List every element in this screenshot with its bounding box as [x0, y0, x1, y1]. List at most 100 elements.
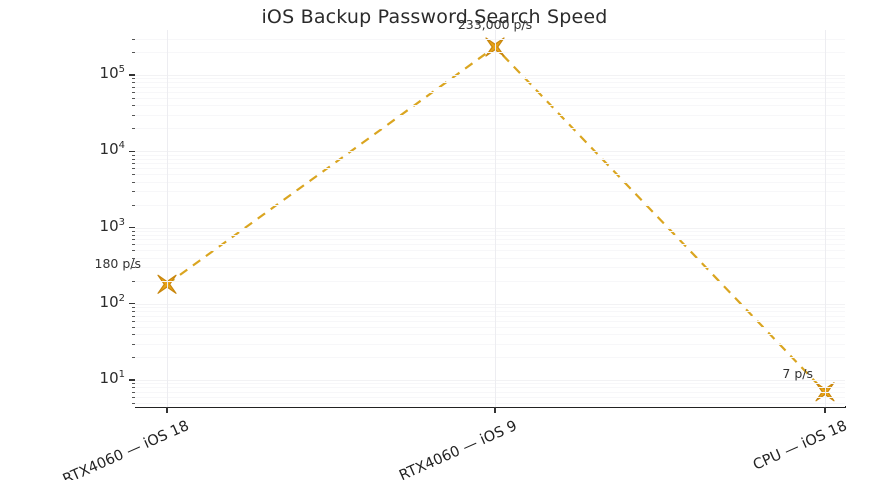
gridline-horizontal-minor [135, 307, 845, 309]
y-tick-mark-minor [131, 244, 135, 246]
y-tick-mark-minor [131, 163, 135, 165]
y-tick-label: 101 [99, 369, 125, 387]
gridline-horizontal-minor [135, 52, 845, 54]
y-tick-mark [129, 379, 135, 381]
y-tick-mark-minor [131, 234, 135, 236]
gridline-horizontal [135, 151, 845, 153]
y-tick-label: 103 [99, 216, 125, 235]
gridline-horizontal [135, 380, 845, 381]
gridline-horizontal-minor [135, 191, 845, 193]
gridline-horizontal-minor [135, 315, 845, 317]
gridline-horizontal-minor [135, 163, 845, 165]
y-tick-label: 104 [99, 140, 125, 159]
y-tick-mark-minor [131, 38, 135, 40]
y-tick-mark-minor [131, 105, 135, 107]
gridline-horizontal-minor [135, 82, 845, 84]
y-tick-mark [129, 74, 135, 76]
chart-title: iOS Backup Password Search Speed [261, 6, 608, 28]
gridline-horizontal-minor [135, 244, 845, 246]
gridline-horizontal [135, 75, 845, 76]
y-tick-mark-minor [131, 168, 135, 170]
y-tick-mark-minor [131, 402, 135, 404]
gridline-horizontal-minor [135, 391, 845, 393]
y-tick-mark-minor [131, 239, 135, 241]
gridline-horizontal-minor [135, 387, 845, 389]
y-tick-mark-minor [131, 320, 135, 322]
x-tick-mark [494, 407, 496, 413]
y-tick-mark [129, 226, 135, 229]
data-point-label: 180 p/s [94, 256, 142, 272]
gridline-horizontal-minor [135, 280, 845, 282]
gridline-horizontal-minor [135, 97, 845, 99]
gridline-horizontal-minor [135, 128, 845, 130]
y-tick-mark-minor [131, 391, 135, 393]
gridline-horizontal-minor [135, 91, 845, 93]
x-tick-label: RTX4060 — iOS 9 [397, 418, 520, 480]
gridline-horizontal-minor [135, 267, 845, 269]
y-tick-mark-minor [131, 343, 135, 345]
y-tick-mark-minor [131, 396, 135, 398]
y-tick-mark-minor [131, 250, 135, 252]
y-tick-mark-minor [131, 307, 135, 309]
y-tick-mark-minor [131, 280, 135, 282]
plot-area [129, 30, 845, 413]
gridline-horizontal-minor [135, 158, 845, 160]
gridline-horizontal-minor [135, 383, 845, 385]
y-tick-mark-minor [131, 114, 135, 116]
y-tick-mark [129, 303, 135, 305]
y-tick-mark [129, 150, 135, 152]
y-tick-mark-minor [131, 86, 135, 88]
y-tick-mark-minor [131, 158, 135, 160]
gridline-horizontal-minor [135, 320, 845, 322]
gridline-horizontal-minor [135, 402, 845, 404]
gridline-horizontal-minor [135, 38, 845, 40]
y-tick-mark-minor [131, 154, 135, 156]
y-tick-mark-minor [131, 52, 135, 54]
y-tick-mark-minor [131, 357, 135, 359]
x-tick-mark [824, 407, 826, 413]
data-point-label: 233,000 p/s [457, 16, 533, 32]
gridline-horizontal-minor [135, 86, 845, 88]
gridline-horizontal-minor [135, 105, 845, 107]
gridline-horizontal-minor [135, 326, 845, 328]
gridline-horizontal-minor [135, 168, 845, 170]
gridline-horizontal-minor [135, 239, 845, 241]
data-point-label: 7 p/s [782, 365, 813, 381]
y-tick-mark-minor [131, 230, 135, 232]
y-tick-mark-minor [131, 334, 135, 336]
gridline-horizontal-minor [135, 154, 845, 156]
y-tick-mark-minor [131, 78, 135, 80]
y-tick-label: 105 [99, 64, 125, 82]
y-tick-label: 102 [99, 292, 125, 311]
y-tick-mark-minor [131, 311, 135, 313]
y-tick-mark-minor [131, 315, 135, 317]
y-tick-mark-minor [131, 181, 135, 183]
gridline-horizontal-minor [135, 257, 845, 259]
x-tick-label: CPU — iOS 18 [750, 418, 850, 474]
x-tick-mark [166, 407, 168, 413]
y-tick-mark-minor [131, 204, 135, 206]
y-tick-mark-minor [131, 387, 135, 389]
y-tick-mark-minor [131, 91, 135, 93]
gridline-horizontal-minor [135, 396, 845, 398]
gridline-vertical [167, 30, 168, 407]
gridline-horizontal-minor [135, 357, 845, 359]
gridline-horizontal [135, 303, 845, 305]
gridline-horizontal-minor [135, 343, 845, 345]
y-tick-mark-minor [131, 326, 135, 328]
x-tick-label: RTX4060 — iOS 18 [60, 418, 192, 480]
gridline-horizontal-minor [135, 311, 845, 313]
y-tick-mark-minor [131, 383, 135, 385]
gridline-horizontal-minor [135, 181, 845, 183]
gridline-horizontal-minor [135, 250, 845, 252]
y-tick-mark-minor [131, 128, 135, 130]
gridline-vertical [825, 30, 826, 407]
gridline-horizontal [135, 227, 845, 229]
y-tick-mark-minor [131, 267, 135, 269]
gridline-horizontal-minor [135, 174, 845, 176]
y-tick-mark-minor [131, 82, 135, 84]
y-tick-mark-minor [131, 97, 135, 99]
gridline-vertical [495, 30, 496, 407]
gridline-horizontal-minor [135, 114, 845, 116]
